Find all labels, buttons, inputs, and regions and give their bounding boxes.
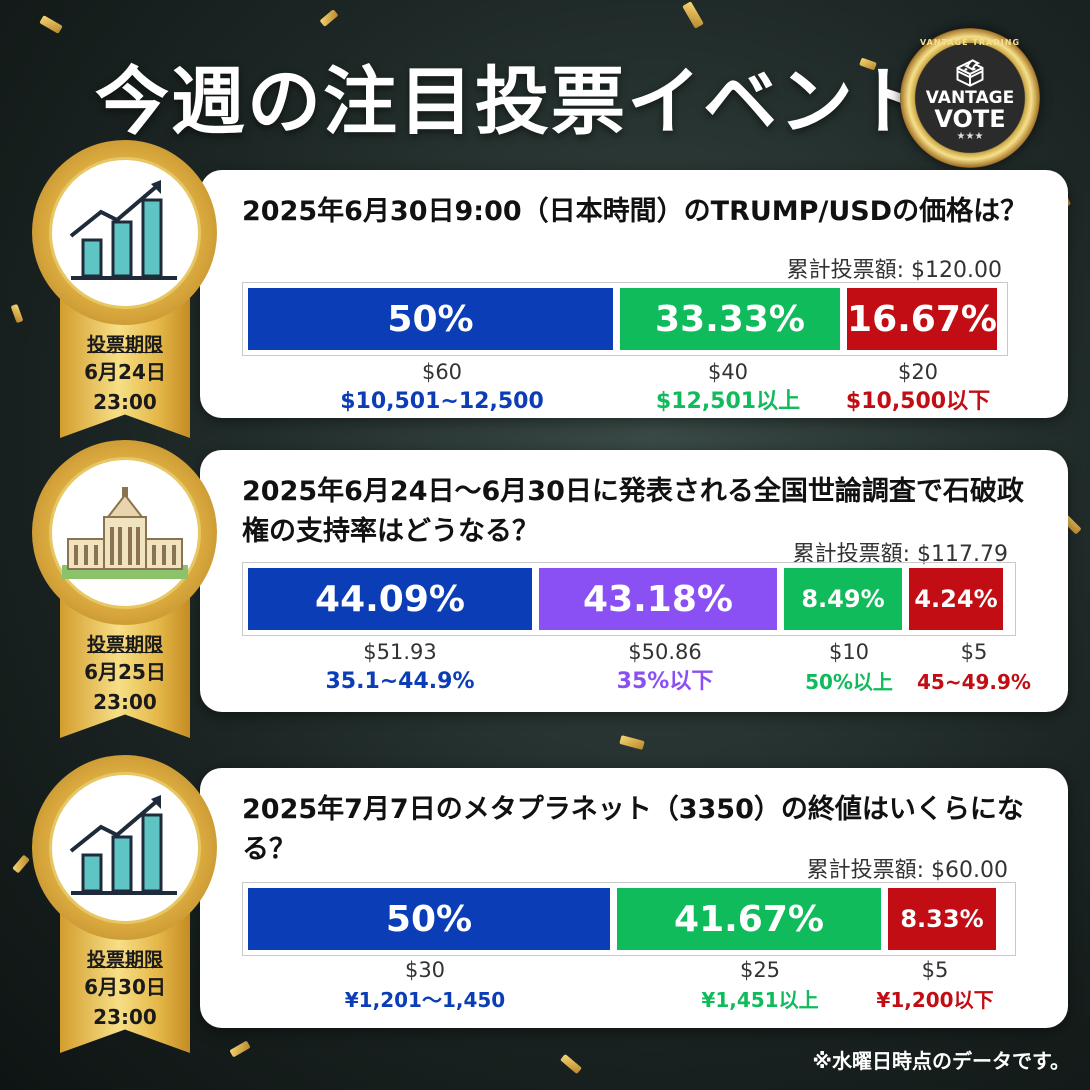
option-label: ¥1,201～1,450 [344, 988, 506, 1012]
parliament-building-icon [48, 456, 201, 609]
confetti [560, 1053, 582, 1075]
deadline-label: 投票期限 [86, 334, 163, 356]
option-label: ¥1,451以上 [701, 988, 819, 1012]
option-label: 45~49.9% [917, 670, 1031, 694]
deadline-medal: 投票期限 6月24日 23:00 [32, 140, 217, 438]
option-amount: $5 [921, 958, 949, 982]
deadline-label: 投票期限 [86, 634, 163, 656]
confetti [12, 854, 30, 874]
vote-bar[interactable]: 33.33% [620, 288, 840, 350]
vote-bar-group: 50% 41.67% 8.33% [242, 882, 1016, 956]
option-detail: $5 ¥1,200以下 [860, 956, 1010, 1016]
vote-bar-group: 44.09% 43.18% 8.49% 4.24% [242, 562, 1016, 636]
option-detail: $40 $12,501以上 [628, 358, 828, 418]
option-amount: $40 [707, 360, 749, 384]
confetti [319, 9, 339, 27]
vote-bar[interactable]: 8.49% [784, 568, 902, 630]
vote-bar[interactable]: 50% [248, 888, 610, 950]
logo-stars: ★★★ [956, 130, 984, 142]
option-detail: $60 $10,501~12,500 [312, 358, 572, 418]
page-title: 今週の注目投票イベント [95, 59, 931, 145]
option-amount: $20 [897, 360, 939, 384]
option-amount: $10 [828, 640, 870, 664]
total-amount: 累計投票額: $120.00 [786, 258, 1002, 283]
deadline-time: 23:00 [93, 1005, 157, 1029]
event-card: 2025年7月7日のメタプラネット（3350）の終値はいくらになる？ 累計投票額… [200, 768, 1068, 1028]
deadline-medal: 投票期限 6月30日 23:00 [32, 755, 217, 1053]
option-detail: $30 ¥1,201～1,450 [290, 956, 560, 1016]
deadline-label: 投票期限 [86, 949, 163, 971]
deadline-medal: 投票期限 6月25日 23:00 [32, 440, 217, 738]
option-label: ¥1,200以下 [876, 988, 994, 1012]
option-label: $10,500以下 [845, 389, 991, 414]
option-detail: $25 ¥1,451以上 [670, 956, 850, 1016]
option-amount: $25 [739, 958, 781, 982]
bar-chart-growth-icon [48, 771, 201, 924]
event-question: 2025年6月30日9:00（日本時間）のTRUMP/USDの価格は？ [242, 196, 1028, 227]
option-detail: $51.93 35.1~44.9% [290, 638, 510, 698]
deadline-date: 6月30日 [84, 975, 166, 999]
logo-line1: VANTAGE [925, 87, 1015, 108]
logo-ring-text: VANTAGE TRADING [919, 38, 1021, 47]
footnote: ※水曜日時点のデータです。 [812, 1049, 1070, 1073]
deadline-time: 23:00 [93, 690, 157, 714]
deadline-date: 6月24日 [84, 360, 166, 384]
deadline-date: 6月25日 [84, 660, 166, 684]
vote-bar[interactable]: 50% [248, 288, 613, 350]
vote-bar[interactable]: 8.33% [888, 888, 996, 950]
option-amount: $51.93 [363, 640, 437, 664]
option-detail: $5 45~49.9% [912, 638, 1036, 698]
deadline-time: 23:00 [93, 390, 157, 414]
confetti [229, 1040, 251, 1058]
vote-bar[interactable]: 43.18% [539, 568, 777, 630]
option-amount: $60 [421, 360, 463, 384]
option-label: $12,501以上 [655, 389, 801, 414]
confetti [682, 1, 704, 29]
event-card: 2025年6月30日9:00（日本時間）のTRUMP/USDの価格は？ 累計投票… [200, 170, 1068, 418]
vote-bar[interactable]: 16.67% [847, 288, 997, 350]
vote-bar[interactable]: 4.24% [909, 568, 1003, 630]
option-detail: $50.86 35%以下 [570, 638, 760, 698]
event-question: 2025年7月7日のメタプラネット（3350）の終値はいくらになる？ [242, 794, 1024, 865]
option-amount: $5 [960, 640, 988, 664]
option-label: 35.1~44.9% [325, 669, 475, 694]
vote-bar-group: 50% 33.33% 16.67% [242, 282, 1008, 356]
vote-bar[interactable]: 41.67% [617, 888, 881, 950]
option-label: 35%以下 [616, 669, 714, 694]
total-amount: 累計投票額: $60.00 [806, 858, 1008, 883]
option-amount: $30 [404, 958, 446, 982]
confetti [10, 303, 24, 324]
logo-line2: VOTE [934, 104, 1006, 133]
bar-chart-growth-icon [48, 156, 201, 309]
ballot-box-icon: 🗳 [953, 58, 987, 89]
event-card: 2025年6月24日～6月30日に発表される全国世論調査で石破政権の支持率はどう… [200, 450, 1068, 712]
confetti [619, 735, 645, 750]
confetti [39, 15, 63, 34]
option-label: $10,501~12,500 [340, 389, 544, 414]
vantage-vote-logo: VANTAGE TRADING 🗳 VANTAGE VOTE ★★★ [900, 28, 1040, 168]
option-label: 50%以上 [805, 670, 893, 694]
option-detail: $20 $10,500以下 [828, 358, 1008, 418]
event-question: 2025年6月24日～6月30日に発表される全国世論調査で石破政権の支持率はどう… [242, 476, 1024, 547]
option-detail: $10 50%以上 [786, 638, 912, 698]
vote-bar[interactable]: 44.09% [248, 568, 532, 630]
option-amount: $50.86 [628, 640, 702, 664]
